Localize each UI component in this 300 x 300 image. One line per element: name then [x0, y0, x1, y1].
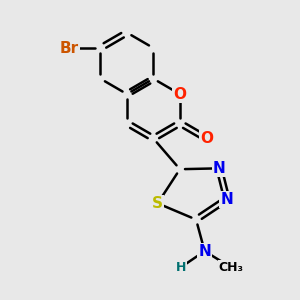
- Text: Br: Br: [59, 40, 79, 56]
- Text: O: O: [200, 131, 213, 146]
- Text: H: H: [176, 261, 186, 274]
- Text: S: S: [152, 196, 163, 211]
- Text: N: N: [198, 244, 211, 259]
- Text: O: O: [173, 87, 186, 102]
- Text: N: N: [213, 161, 226, 176]
- Text: N: N: [220, 192, 233, 207]
- Text: CH₃: CH₃: [219, 261, 244, 274]
